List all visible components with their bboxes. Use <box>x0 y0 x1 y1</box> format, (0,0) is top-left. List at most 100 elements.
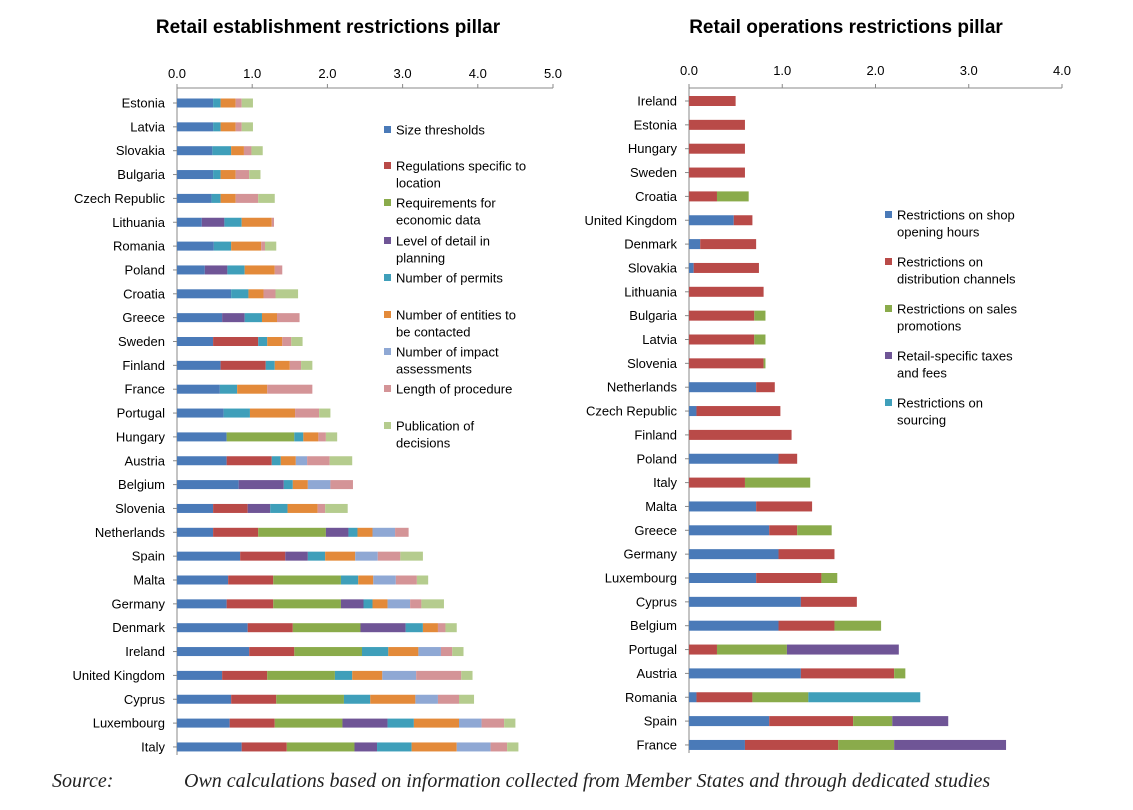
legend-swatch <box>384 199 391 206</box>
bar-segment <box>756 573 822 583</box>
bar-segment <box>422 623 438 633</box>
bar-segment <box>361 647 389 657</box>
bar-segment <box>228 575 274 585</box>
bar-segment <box>418 647 441 657</box>
category-label: Ireland <box>125 644 165 659</box>
bar-segment <box>229 718 275 728</box>
bar-segment <box>274 265 283 275</box>
bar-segment <box>292 623 361 633</box>
legend-label: decisions <box>396 436 451 451</box>
category-label: France <box>637 737 677 752</box>
bar-segment <box>177 289 232 299</box>
bar-segment <box>355 551 378 561</box>
category-label: Belgium <box>630 618 677 633</box>
bar-segment <box>461 670 473 680</box>
bar-segment <box>231 146 244 156</box>
bar-segment <box>343 694 371 704</box>
legend-swatch <box>384 385 391 392</box>
bar-segment <box>689 406 697 417</box>
legend-swatch <box>885 352 892 359</box>
bar-segment <box>271 456 281 466</box>
bar-segment <box>241 98 253 108</box>
bar-segment <box>248 289 264 299</box>
bar-segment <box>213 122 221 132</box>
bar-segment <box>177 503 214 513</box>
bar-segment <box>235 122 242 132</box>
bar-segment <box>177 551 241 561</box>
bar-segment <box>786 644 899 655</box>
bar-segment <box>342 718 388 728</box>
bar-segment <box>177 623 248 633</box>
bar-segment <box>177 122 214 132</box>
x-tick-label: 3.0 <box>394 66 412 81</box>
category-label: Slovenia <box>627 356 678 371</box>
bar-segment <box>301 360 313 370</box>
bar-segment <box>220 122 236 132</box>
bar-segment <box>283 480 293 490</box>
bar-segment <box>778 549 835 560</box>
bar-segment <box>689 477 745 488</box>
bar-segment <box>352 670 383 680</box>
bar-segment <box>231 241 262 251</box>
bar-segment <box>280 456 296 466</box>
bar-segment <box>754 334 766 345</box>
legend-label: be contacted <box>396 325 470 340</box>
legend-label: Size thresholds <box>396 123 485 138</box>
bar-segment <box>387 599 411 609</box>
bar-segment <box>693 262 759 273</box>
category-label: Luxembourg <box>93 716 165 731</box>
bar-segment <box>177 337 214 346</box>
bar-segment <box>220 360 266 370</box>
category-label: Denmark <box>624 237 677 252</box>
bar-segment <box>340 599 364 609</box>
legend-label: opening hours <box>897 225 980 240</box>
bar-segment <box>413 718 459 728</box>
legend-label: Restrictions on <box>897 255 983 270</box>
bar-segment <box>213 527 259 537</box>
category-label: Germany <box>624 547 678 562</box>
bar-segment <box>689 358 764 369</box>
bar-segment <box>251 146 263 156</box>
bar-segment <box>289 360 302 370</box>
bar-segment <box>689 668 801 679</box>
category-label: Slovakia <box>116 143 166 158</box>
bar-segment <box>294 647 362 657</box>
bar-segment <box>716 191 749 202</box>
bar-segment <box>410 599 422 609</box>
bar-segment <box>226 456 272 466</box>
bar-segment <box>853 716 893 727</box>
bar-segment <box>307 480 331 490</box>
establishment-chart: Retail establishment restrictions pillar… <box>73 17 562 755</box>
legend-label: Publication of <box>396 419 474 434</box>
bar-segment <box>211 193 221 203</box>
bar-segment <box>247 623 293 633</box>
bar-segment <box>834 620 882 631</box>
legend-swatch <box>885 305 892 312</box>
bar-segment <box>689 119 745 130</box>
legend-swatch <box>384 348 391 355</box>
bar-segment <box>249 647 295 657</box>
bar-segment <box>273 575 341 585</box>
bar-segment <box>778 620 835 631</box>
bar-segment <box>388 647 419 657</box>
bar-segment <box>437 623 446 633</box>
bar-segment <box>696 692 753 703</box>
bar-segment <box>249 170 261 180</box>
bar-segment <box>177 527 214 537</box>
bar-segment <box>238 480 284 490</box>
category-label: Slovakia <box>628 260 678 275</box>
bar-segment <box>177 193 212 203</box>
category-label: Luxembourg <box>605 571 677 586</box>
category-label: Austria <box>637 666 678 681</box>
category-label: Spain <box>132 549 165 564</box>
bar-segment <box>437 694 459 704</box>
bar-segment <box>219 384 238 394</box>
category-label: Netherlands <box>95 525 166 540</box>
bar-segment <box>319 408 331 418</box>
bar-segment <box>756 501 813 512</box>
bar-segment <box>445 623 457 633</box>
bar-segment <box>261 313 278 323</box>
legend-label: and fees <box>897 366 947 381</box>
category-label: Cyprus <box>124 692 166 707</box>
legend-label: assessments <box>396 362 472 377</box>
